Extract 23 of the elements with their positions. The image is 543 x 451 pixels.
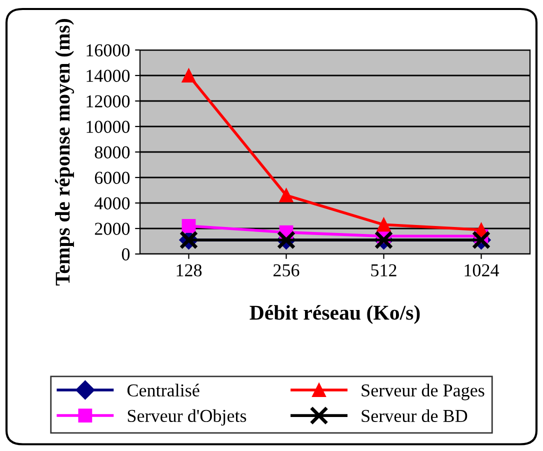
x-tick-label: 512 [371,264,396,276]
y-tick-label: 6000 [94,172,130,184]
legend-label: Centralisé [127,384,200,396]
point [279,188,294,202]
x-tick-label: 128 [176,264,202,276]
y-tick-label: 12000 [86,95,130,108]
y-tick-label: 2000 [94,222,130,235]
y-tick-label: 0 [122,248,130,260]
y-axis-title: Temps de réponse moyen (ms) [55,19,74,286]
x-tick-label: 256 [274,264,300,276]
legend-label: Serveur de Pages [362,384,484,400]
point [376,218,391,232]
y-tick-label: 8000 [94,146,130,158]
y-tick-label: 10000 [86,120,130,133]
point [182,68,196,82]
point [182,219,196,233]
x-tick-label: 1024 [464,264,500,276]
y-tick-label: 14000 [86,70,130,82]
x-axis-title: Débit réseau (Ko/s) [250,305,420,324]
legend-label: Serveur de BD [362,409,468,422]
y-tick-label: 4000 [94,197,130,210]
y-tick-label: 16000 [86,44,130,56]
legend-label: Serveur d'Objets [128,409,246,426]
